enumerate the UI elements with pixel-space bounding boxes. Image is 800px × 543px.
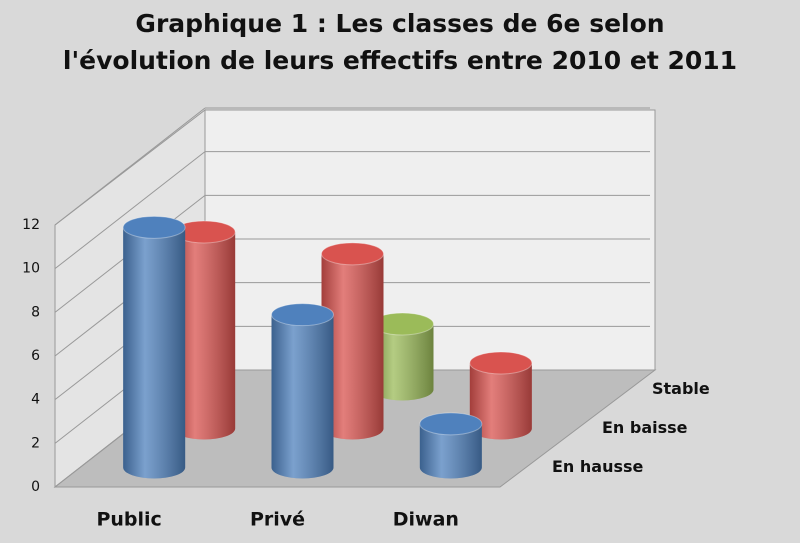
cylinder-shade [271, 314, 334, 479]
cylinder-shade [321, 253, 384, 440]
depth-label: Stable [652, 379, 710, 398]
y-tick-label: 0 [31, 479, 40, 495]
y-tick-label: 10 [22, 261, 40, 277]
y-tick-label: 12 [22, 217, 40, 233]
cylinder-top [122, 215, 186, 239]
y-tick-label: 8 [31, 304, 40, 320]
grid-line [54, 151, 206, 270]
chart-title: l'évolution de leurs effectifs entre 201… [63, 46, 737, 75]
x-tick-label: Privé [250, 509, 305, 531]
cylinder-shade [173, 232, 236, 440]
depth-label: En hausse [552, 457, 644, 476]
y-tick-label: 4 [31, 392, 40, 408]
x-tick-label: Diwan [393, 509, 459, 531]
depth-label: En baisse [602, 418, 688, 437]
cylinder-top [271, 303, 334, 327]
cylinder-top [321, 242, 384, 266]
x-tick-label: Public [96, 509, 161, 531]
cylinder-shade [123, 227, 186, 479]
grid-line [54, 107, 206, 226]
cylinder-shade [419, 423, 482, 479]
y-tick-label: 6 [31, 348, 40, 364]
cylinder-top [469, 351, 533, 375]
cylinder-shade [469, 363, 532, 440]
chart-title: Graphique 1 : Les classes de 6e selon [135, 9, 664, 38]
cylinder-top [419, 412, 483, 436]
cylinder-shade [371, 324, 434, 401]
y-tick-label: 2 [31, 435, 40, 451]
